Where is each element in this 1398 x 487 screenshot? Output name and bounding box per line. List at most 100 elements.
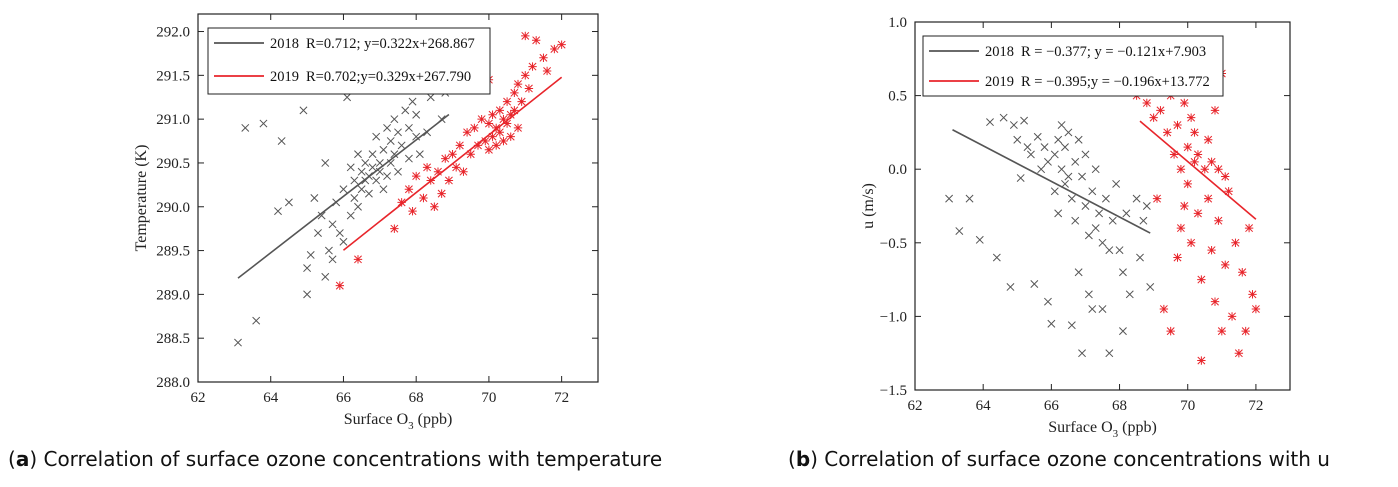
data-point-2018	[945, 194, 954, 203]
y-tick-label: 288.0	[156, 375, 190, 391]
data-point-2018	[1061, 179, 1069, 188]
data-point-2019	[1244, 223, 1254, 233]
x-tick-label: 62	[908, 398, 923, 414]
data-point-2019	[1210, 297, 1220, 306]
data-point-2019	[1193, 209, 1203, 218]
data-point-2019	[557, 40, 566, 49]
fit-line-2018	[237, 113, 450, 279]
data-point-2018	[372, 132, 381, 141]
data-point-2018	[284, 198, 293, 207]
data-point-2018	[350, 194, 359, 202]
data-point-2019	[1238, 268, 1247, 277]
data-point-2019	[499, 114, 508, 124]
data-point-2018	[317, 211, 326, 220]
data-point-2019	[1163, 128, 1172, 137]
data-point-2018	[1098, 238, 1107, 247]
data-point-2018	[1136, 253, 1144, 262]
data-point-2019	[524, 84, 534, 93]
chart-panel-b: 62 64 66 68 70 72 1.0 0.5 0.0 −0.5 −1.0 −1.5 Surface…	[860, 15, 1291, 440]
data-point-2018	[1064, 128, 1073, 137]
data-point-2018	[394, 128, 402, 137]
data-point-2019	[1159, 304, 1169, 314]
y-tick-label: 290.5	[156, 156, 190, 172]
data-point-2019	[1180, 98, 1189, 108]
data-point-2018	[955, 227, 964, 235]
data-point-2018	[1078, 172, 1087, 181]
data-point-2018	[299, 106, 308, 115]
data-point-2018	[1101, 194, 1110, 203]
data-point-2019	[397, 198, 406, 207]
data-point-2018	[339, 185, 348, 194]
y-axis-label: Temperature (K)	[133, 145, 150, 252]
data-point-2018	[303, 290, 312, 299]
data-point-2019	[1203, 135, 1213, 144]
data-point-2018	[1088, 187, 1097, 196]
data-point-2018	[368, 163, 377, 172]
data-point-2019	[353, 255, 363, 264]
data-point-2019	[1176, 223, 1186, 233]
data-point-2018	[1043, 157, 1052, 166]
data-point-2019	[491, 123, 501, 133]
data-point-2018	[1115, 246, 1124, 255]
data-point-2018	[354, 150, 362, 159]
data-point-2019	[1183, 179, 1192, 189]
data-point-2018	[390, 115, 399, 124]
data-point-2019	[1231, 238, 1240, 247]
data-point-2019	[459, 167, 468, 176]
legend: 2018 R = −0.377; y = −0.121x+7.903 2019 R =…	[922, 35, 1224, 97]
plot-data	[945, 69, 1261, 365]
data-point-2018	[1125, 290, 1134, 299]
data-point-2018	[1026, 150, 1035, 159]
data-point-2018	[404, 123, 413, 132]
data-point-2018	[1033, 132, 1042, 141]
plot-data	[234, 31, 566, 347]
data-point-2018	[386, 137, 395, 146]
data-point-2019	[506, 110, 515, 119]
data-point-2018	[1098, 305, 1107, 313]
data-point-2019	[437, 189, 446, 198]
y-tick-label: −1.5	[880, 383, 907, 399]
data-point-2018	[1142, 202, 1151, 210]
y-tick-label: 0.0	[888, 162, 907, 178]
data-point-2019	[1227, 312, 1237, 321]
x-tick-label: 72	[1248, 398, 1263, 414]
data-point-2019	[499, 136, 508, 146]
y-tick-label: 291.5	[156, 68, 190, 84]
x-axis-label: Surface O3 (ppb)	[1048, 419, 1157, 440]
data-point-2019	[1234, 349, 1244, 358]
caption-a-text: Correlation of surface ozone concentrati…	[37, 447, 663, 471]
series-2018	[234, 62, 450, 347]
x-tick-label: 66	[1044, 398, 1060, 414]
y-tick-label: 1.0	[888, 15, 907, 31]
data-point-2018	[1071, 216, 1080, 225]
data-point-2018	[404, 154, 413, 163]
data-point-2019	[506, 132, 515, 141]
data-point-2019	[1180, 201, 1189, 211]
y-tick-label: 292.0	[156, 25, 190, 41]
data-point-2018	[999, 113, 1008, 122]
data-point-2019	[1186, 238, 1196, 247]
data-point-2019	[1152, 194, 1162, 203]
y-axis-label: u (m/s)	[860, 183, 877, 229]
legend-name-2019: 2019	[270, 69, 299, 85]
y-tick-label: 288.5	[156, 331, 190, 347]
data-point-2018	[415, 150, 424, 159]
data-point-2018	[277, 137, 286, 146]
data-point-2019	[1193, 150, 1203, 159]
data-point-2018	[361, 158, 370, 167]
data-point-2019	[441, 154, 450, 163]
legend-name-2018: 2018	[270, 36, 299, 52]
data-point-2019	[521, 71, 530, 80]
x-axis-label: Surface O3 (ppb)	[344, 411, 453, 432]
data-point-2018	[321, 158, 330, 167]
data-point-2018	[1054, 209, 1063, 218]
y-tick-label: 291.0	[156, 112, 190, 128]
data-point-2018	[306, 250, 315, 259]
legend-label-2019: R = −0.395;y = −0.196x+13.772	[1021, 74, 1210, 90]
data-point-2018	[412, 132, 421, 141]
data-point-2019	[488, 132, 497, 141]
data-point-2019	[1173, 253, 1182, 262]
data-point-2019	[455, 141, 465, 150]
x-axis-label-subscript: 3	[1113, 428, 1119, 440]
data-point-2018	[1139, 216, 1148, 225]
